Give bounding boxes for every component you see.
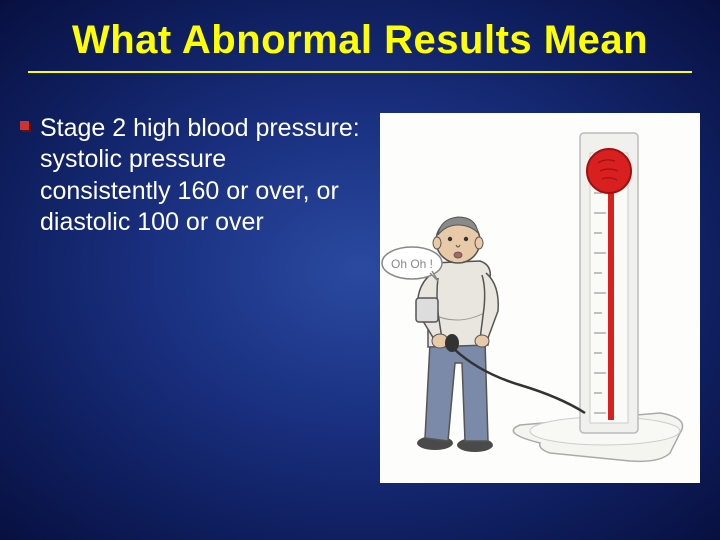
content-area: Stage 2 high blood pressure: systolic pr… (0, 73, 720, 483)
text-column: Stage 2 high blood pressure: systolic pr… (20, 113, 360, 483)
bullet-icon (20, 121, 32, 133)
speech-text: Oh Oh ! (391, 257, 433, 271)
bp-illustration: Oh Oh ! (380, 113, 700, 483)
bullet-text: Stage 2 high blood pressure: systolic pr… (40, 113, 360, 238)
slide-title: What Abnormal Results Mean (0, 0, 720, 71)
image-column: Oh Oh ! (380, 113, 700, 483)
